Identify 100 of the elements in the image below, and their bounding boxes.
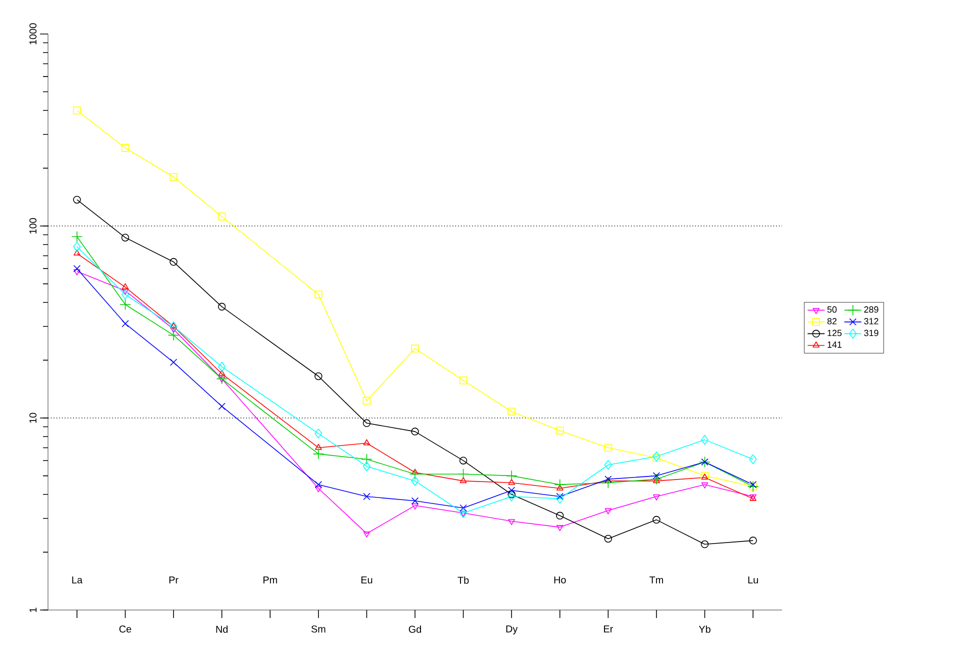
point <box>312 448 324 460</box>
point <box>602 477 614 488</box>
point <box>411 497 419 505</box>
x-tick-label: Pr <box>169 576 178 584</box>
x-tick-label: Gd <box>408 625 422 633</box>
point <box>411 344 419 352</box>
x-tick-label: Lu <box>748 576 758 584</box>
point <box>411 476 419 486</box>
point <box>409 468 421 480</box>
point <box>653 494 660 500</box>
point <box>122 283 129 290</box>
x-tick-label: Ce <box>119 625 132 633</box>
point <box>604 508 612 514</box>
x-tick-label: Nd <box>216 625 228 633</box>
point <box>508 478 516 485</box>
point <box>508 492 516 502</box>
legend-label: 289 <box>864 306 878 313</box>
point <box>653 477 660 484</box>
point <box>460 477 467 484</box>
point <box>554 478 566 490</box>
point <box>556 484 564 491</box>
legend-label: 319 <box>864 330 878 336</box>
y-tick-label: 100 <box>29 218 36 234</box>
point <box>460 504 467 512</box>
point <box>650 474 662 485</box>
point <box>168 330 180 341</box>
y-tick-label: 10 <box>29 412 36 423</box>
x-tick-label: Tb <box>458 576 469 584</box>
x-tick-label: Yb <box>698 625 710 633</box>
point <box>411 428 419 436</box>
point <box>362 419 371 428</box>
point <box>459 456 468 464</box>
point <box>218 362 226 372</box>
point <box>412 503 418 510</box>
point <box>362 461 371 472</box>
point <box>556 512 564 520</box>
point <box>74 250 80 256</box>
point <box>73 106 81 114</box>
point <box>73 196 81 204</box>
point <box>73 264 81 272</box>
legend-label: 125 <box>828 330 842 336</box>
point <box>604 444 612 452</box>
point <box>170 327 177 334</box>
y-tick-label: 1 <box>30 608 36 612</box>
point <box>506 470 518 482</box>
x-tick-label: Eu <box>361 576 372 584</box>
point <box>604 534 612 543</box>
point <box>218 302 226 311</box>
x-tick-label: Er <box>604 625 613 632</box>
point <box>749 454 757 464</box>
point <box>556 494 564 504</box>
point <box>121 290 130 300</box>
point <box>71 231 83 242</box>
point <box>122 320 129 328</box>
point <box>363 439 370 446</box>
point <box>362 396 371 405</box>
point <box>170 258 178 266</box>
point <box>700 540 709 548</box>
point <box>218 370 226 376</box>
point <box>508 490 516 498</box>
legend-label: 82 <box>827 318 837 324</box>
point <box>170 322 177 329</box>
point <box>73 242 81 252</box>
point <box>74 269 80 276</box>
point <box>701 482 708 488</box>
point <box>121 234 130 242</box>
point <box>216 373 228 384</box>
point <box>314 428 322 438</box>
point <box>652 472 660 480</box>
point <box>314 290 322 298</box>
point <box>460 510 467 517</box>
point <box>508 408 516 416</box>
x-tick-label: Sm <box>311 625 326 633</box>
point <box>170 173 178 181</box>
point <box>556 492 564 500</box>
point <box>120 298 131 310</box>
point <box>315 444 322 450</box>
y-tick-label: 1000 <box>29 23 36 44</box>
legend-label: 141 <box>828 342 842 348</box>
point <box>314 372 322 380</box>
point <box>459 376 468 384</box>
point <box>458 468 469 480</box>
point <box>459 508 468 518</box>
x-tick-label: Dy <box>506 625 518 634</box>
point <box>700 434 709 445</box>
legend-label: 50 <box>827 306 837 313</box>
point <box>170 358 178 366</box>
point <box>363 531 370 538</box>
point <box>508 519 516 526</box>
point <box>363 492 370 500</box>
point <box>315 486 322 492</box>
point <box>749 536 757 544</box>
point <box>314 480 322 488</box>
point <box>218 212 226 220</box>
x-tick-label: Pm <box>263 576 277 584</box>
point <box>170 321 178 332</box>
point <box>652 516 660 524</box>
point <box>556 525 564 532</box>
x-tick-label: La <box>72 576 83 584</box>
point <box>556 426 564 434</box>
